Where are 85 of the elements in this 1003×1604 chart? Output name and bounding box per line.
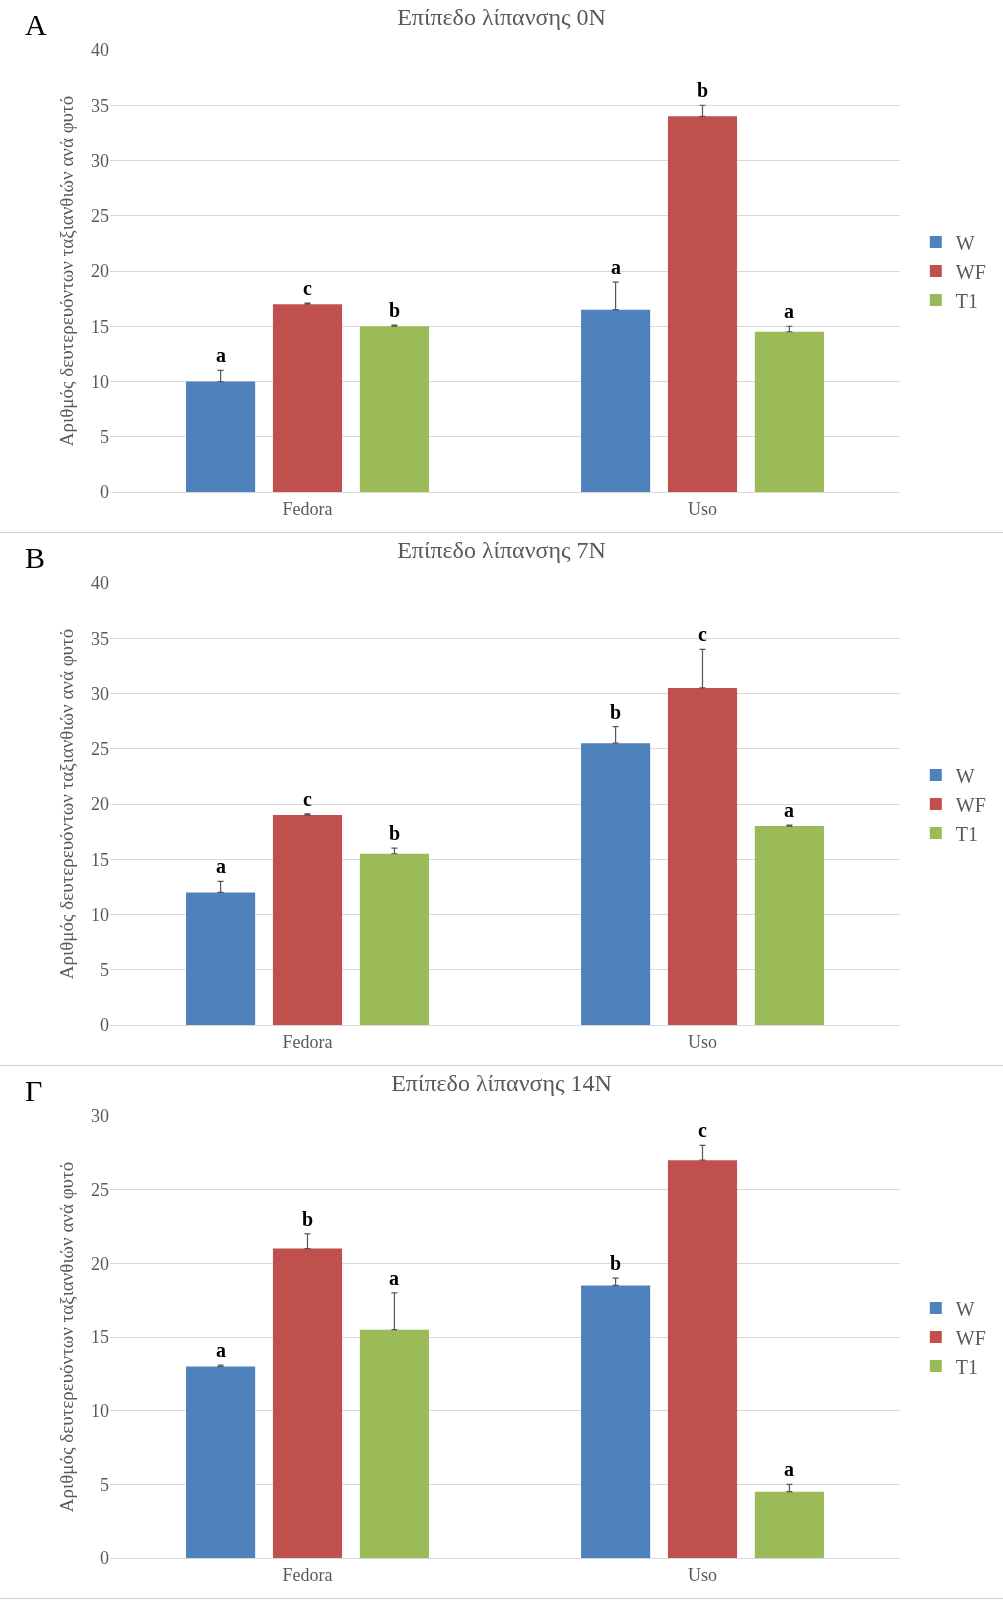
y-axis-title: Αριθμός δευτερευόντων ταξιανθιών ανά φυτό	[55, 628, 77, 980]
data-label: b	[389, 822, 401, 844]
data-label: b	[610, 701, 622, 723]
chart-title: Επίπεδο λίπανσης 7N	[397, 536, 606, 563]
bar	[359, 1329, 429, 1558]
data-label: c	[698, 623, 707, 645]
bar	[581, 743, 651, 1025]
bar	[272, 1248, 343, 1558]
x-tick-label: Uso	[687, 1564, 718, 1585]
data-label: c	[303, 788, 312, 810]
x-tick-label: Uso	[687, 498, 718, 519]
data-label: b	[302, 1208, 314, 1230]
data-label: a	[216, 1339, 226, 1361]
text: Γ	[25, 1074, 43, 1107]
data-label: b	[610, 1252, 622, 1274]
bar	[359, 326, 429, 492]
chart-title: Επίπεδο λίπανσης 14N	[391, 1069, 612, 1096]
bar	[186, 381, 256, 492]
y-tick-label: 20	[91, 261, 109, 282]
y-tick-label: 0	[100, 1548, 109, 1569]
bar	[581, 309, 651, 492]
y-tick-label: 20	[91, 1253, 109, 1274]
bar	[581, 1285, 651, 1558]
data-label: a	[784, 799, 794, 821]
y-tick-label: 10	[91, 904, 109, 925]
data-label: b	[697, 79, 709, 101]
data-label: a	[784, 1458, 794, 1480]
data-label: a	[784, 300, 794, 322]
bar	[186, 1366, 256, 1558]
y-tick-label: 0	[100, 1015, 109, 1036]
y-tick-label: 5	[100, 427, 109, 448]
legend-label: T1	[955, 289, 979, 312]
y-tick-label: 35	[91, 95, 109, 116]
legend-label: T1	[955, 822, 979, 845]
bar	[667, 116, 738, 492]
y-tick-label: 40	[91, 40, 109, 61]
y-axis-title: Αριθμός δευτερευόντων ταξιανθιών ανά φυτό	[55, 95, 77, 447]
y-tick-label: 5	[100, 1474, 109, 1495]
y-tick-label: 10	[91, 371, 109, 392]
y-tick-label: 15	[91, 1327, 109, 1348]
data-label: b	[389, 299, 401, 321]
bar	[667, 687, 738, 1025]
y-axis-title: Αριθμός δευτερευόντων ταξιανθιών ανά φυτό	[55, 1161, 77, 1513]
data-label: a	[216, 855, 226, 877]
bar	[754, 331, 824, 492]
x-tick-label: Fedora	[282, 1564, 333, 1585]
legend-label: W	[955, 231, 975, 254]
bar	[754, 1491, 824, 1558]
x-tick-label: Fedora	[282, 1031, 333, 1052]
legend-label: W	[955, 764, 975, 787]
data-label: c	[698, 1119, 707, 1141]
legend-label: T1	[955, 1355, 979, 1378]
y-tick-label: 20	[91, 794, 109, 815]
bar	[272, 304, 343, 492]
legend-label: WF	[955, 793, 986, 816]
legend-label: WF	[955, 1326, 986, 1349]
text: B	[25, 541, 46, 574]
y-tick-label: 30	[91, 150, 109, 171]
data-label: a	[216, 344, 226, 366]
y-tick-label: 25	[91, 1179, 109, 1200]
bar	[186, 892, 256, 1025]
y-tick-label: 5	[100, 960, 109, 981]
y-tick-label: 10	[91, 1400, 109, 1421]
x-tick-label: Uso	[687, 1031, 718, 1052]
y-tick-label: 0	[100, 482, 109, 503]
x-tick-label: Fedora	[282, 498, 333, 519]
legend-label: WF	[955, 260, 986, 283]
y-tick-label: 15	[91, 849, 109, 870]
bar	[272, 815, 343, 1025]
y-tick-label: 25	[91, 206, 109, 227]
y-tick-label: 30	[91, 1106, 109, 1127]
y-tick-label: 15	[91, 316, 109, 337]
data-label: a	[611, 256, 621, 278]
chart-title: Επίπεδο λίπανσης 0N	[397, 3, 606, 30]
bar	[754, 826, 824, 1025]
data-label: c	[303, 277, 312, 299]
bar	[667, 1160, 738, 1558]
bar	[359, 853, 429, 1025]
y-tick-label: 25	[91, 739, 109, 760]
y-tick-label: 35	[91, 628, 109, 649]
text: A	[25, 8, 47, 41]
legend-label: W	[955, 1297, 975, 1320]
y-tick-label: 40	[91, 573, 109, 594]
y-tick-label: 30	[91, 683, 109, 704]
data-label: a	[389, 1267, 399, 1289]
